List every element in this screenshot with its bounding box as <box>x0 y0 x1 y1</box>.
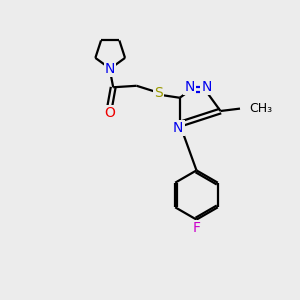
Text: N: N <box>173 121 184 135</box>
Text: F: F <box>193 221 200 235</box>
Text: S: S <box>154 86 163 100</box>
Text: N: N <box>184 80 195 94</box>
Text: O: O <box>104 106 115 120</box>
Text: CH₃: CH₃ <box>250 102 273 115</box>
Text: N: N <box>105 62 116 76</box>
Text: N: N <box>201 80 212 94</box>
